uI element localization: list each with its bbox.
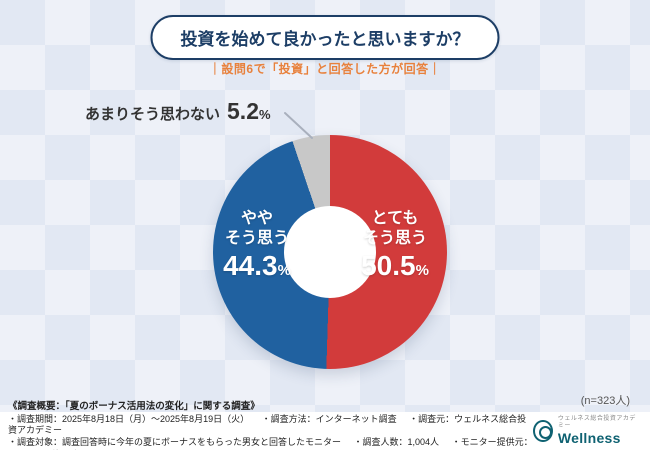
survey-method: ・調査方法：インターネット調査 xyxy=(261,413,397,424)
segment-percent-value: 50.5 xyxy=(361,250,416,281)
question-title: 投資を始めて良かったと思いますか？ xyxy=(150,15,500,60)
wellness-logo-name: Wellness xyxy=(557,429,621,446)
segment-label-line: そう思う xyxy=(362,230,427,247)
segment-label-line: そう思う xyxy=(224,230,289,247)
question-subtitle: ｜設問6で「投資」と回答した方が回答｜ xyxy=(208,62,442,76)
percent-sign: % xyxy=(259,107,271,122)
donut-hole xyxy=(284,206,376,298)
percent-sign: % xyxy=(277,262,291,279)
percent-sign: % xyxy=(415,262,429,279)
segment-label-line: やや xyxy=(240,210,273,227)
segment-percent-value: 44.3 xyxy=(223,250,278,281)
wellness-logo-tagline: ウェルネス総合投資アカデミー xyxy=(557,416,636,429)
wellness-logo-text: ウェルネス総合投資アカデミー Wellness xyxy=(558,416,636,446)
survey-detail-row: ・調査期間：2025年8月18日（月）～2025年8月19日（火） ・調査方法：… xyxy=(8,414,533,437)
segment-label-strongly-agree: とても そう思う 50.5% xyxy=(343,209,447,282)
survey-overview: 《調査概要：「夏のボーナス活用法の変化」に関する調査》 xyxy=(8,401,260,413)
survey-count: ・調査人数：1,004人 xyxy=(353,437,440,448)
callout-leader-line xyxy=(284,112,313,139)
survey-source: ・調査元：ウェルネス総合投資アカデミー xyxy=(8,413,527,436)
survey-target: ・調査対象：調査回答時に今年の夏にボーナスをもらった男女と回答したモニター xyxy=(8,437,342,448)
wellness-logo: ウェルネス総合投資アカデミー Wellness xyxy=(533,416,636,446)
segment-callout-not-really: あまりそう思わない 5.2% xyxy=(85,98,271,125)
question-title-text: 投資を始めて良かったと思いますか？ xyxy=(180,30,470,49)
survey-monitor-provider: ・モニター提供元：PRIZMAリサーチ xyxy=(8,437,533,450)
sample-size-note: (n=323人) xyxy=(580,395,630,407)
wellness-logo-icon xyxy=(533,420,553,442)
footer-bar: 《調査概要：「夏のボーナス活用法の変化」に関する調査》 ・調査期間：2025年8… xyxy=(0,401,650,450)
survey-period: ・調査期間：2025年8月18日（月）～2025年8月19日（火） xyxy=(8,413,250,424)
callout-percent-value: 5.2 xyxy=(227,98,259,124)
survey-details: 《調査概要：「夏のボーナス活用法の変化」に関する調査》 ・調査期間：2025年8… xyxy=(8,401,533,450)
donut-chart: とても そう思う 50.5% やや そう思う 44.3% xyxy=(213,135,447,369)
callout-percent: 5.2% xyxy=(227,98,271,125)
survey-detail-row: ・調査対象：調査回答時に今年の夏にボーナスをもらった男女と回答したモニター ・調… xyxy=(8,437,533,450)
segment-label-line: とても xyxy=(371,210,419,227)
callout-label: あまりそう思わない xyxy=(85,106,221,123)
segment-label-somewhat-agree: やや そう思う 44.3% xyxy=(207,209,307,282)
segment-percent: 50.5% xyxy=(343,250,447,282)
segment-percent: 44.3% xyxy=(207,250,307,282)
